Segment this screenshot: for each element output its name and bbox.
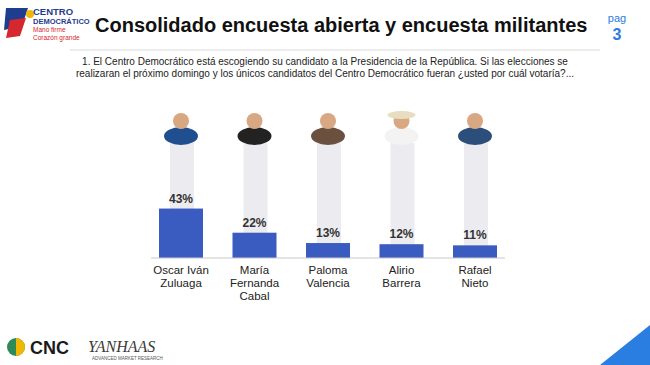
photo-hat	[388, 111, 416, 119]
x-tick-label-line: Paloma	[309, 264, 349, 276]
x-tick-label-line: María	[240, 264, 270, 276]
data-label: 12%	[389, 227, 413, 241]
range-track	[464, 143, 488, 258]
x-tick-label-line: Nieto	[462, 277, 489, 289]
bar	[233, 233, 277, 258]
background	[0, 0, 650, 365]
x-tick-label: PalomaValencia	[306, 264, 350, 289]
photos	[164, 111, 492, 145]
x-tick-label-line: Barrera	[382, 277, 421, 289]
bar	[159, 209, 203, 258]
subtitle-line: realizaran el próximo domingo y los únic…	[76, 68, 574, 79]
photo-body	[238, 127, 272, 145]
x-tick-label: MaríaFernandaCabal	[230, 264, 280, 302]
corner-decoration	[600, 325, 650, 365]
separator	[70, 50, 600, 51]
data-label: 22%	[242, 216, 266, 230]
x-tick-label: RafaelNieto	[458, 264, 491, 289]
yanhaas-logo-subtext: ADVANCED MARKET RESEARCH	[92, 356, 163, 361]
photo-head	[173, 113, 189, 129]
logo-text: CENTRO	[33, 6, 73, 17]
photo-head	[467, 113, 483, 129]
logo-text: Corazón grande	[33, 34, 80, 42]
range-tracks	[170, 143, 488, 258]
logo-text: Mano firme	[33, 26, 66, 33]
title: Consolidado encuesta abierta y encuesta …	[95, 14, 587, 36]
x-tick-label-line: Rafael	[458, 264, 491, 276]
photo-body	[385, 127, 419, 145]
page-label: pag	[608, 12, 626, 24]
bar	[380, 244, 424, 258]
x-tick-label-line: Cabal	[239, 290, 269, 302]
yanhaas-logo-text: YANHAAS	[88, 338, 155, 355]
logo-text: DEMOCRÁTICO	[33, 17, 90, 26]
chart-root: CENTRODEMOCRÁTICOMano firmeCorazón grand…	[0, 0, 650, 365]
x-tick-label-line: Zuluaga	[160, 277, 202, 289]
x-tick-label-line: Alirio	[389, 264, 415, 276]
range-track	[317, 143, 341, 258]
bar	[306, 243, 350, 258]
x-tick-label-line: Valencia	[306, 277, 350, 289]
data-label: 13%	[316, 226, 340, 240]
data-labels: 43% 22% 13% 12% 11%	[169, 192, 487, 243]
data-label: 43%	[169, 192, 193, 206]
x-tick-label-line: Fernanda	[230, 277, 280, 289]
cnc-logo-mark	[16, 338, 25, 356]
subtitle-line: 1. El Centro Democrático está escogiendo…	[82, 56, 568, 67]
cnc-logo-text: CNC	[30, 338, 69, 358]
data-label: 11%	[463, 228, 487, 242]
bar	[453, 245, 497, 258]
photo-body	[164, 127, 198, 145]
footer-logos: CNC YANHAASADVANCED MARKET RESEARCH	[7, 338, 163, 361]
page-number: 3	[613, 26, 622, 43]
logo-shape	[6, 18, 26, 38]
x-tick-labels: Oscar IvánZuluaga MaríaFernandaCabal Palom…	[153, 264, 491, 302]
baseline	[151, 258, 505, 259]
photo-body	[311, 127, 345, 145]
x-tick-label: Oscar IvánZuluaga	[153, 264, 209, 289]
cnc-logo-mark	[7, 338, 25, 356]
photo-head	[247, 113, 263, 129]
photo-body	[458, 127, 492, 145]
logo: CENTRODEMOCRÁTICOMano firmeCorazón grand…	[4, 6, 90, 42]
x-tick-label: AlirioBarrera	[382, 264, 421, 289]
subtitle: 1. El Centro Democrático está escogiendo…	[76, 56, 574, 79]
photo-head	[320, 113, 336, 129]
x-tick-label-line: Oscar Iván	[153, 264, 209, 276]
bars	[159, 209, 497, 258]
